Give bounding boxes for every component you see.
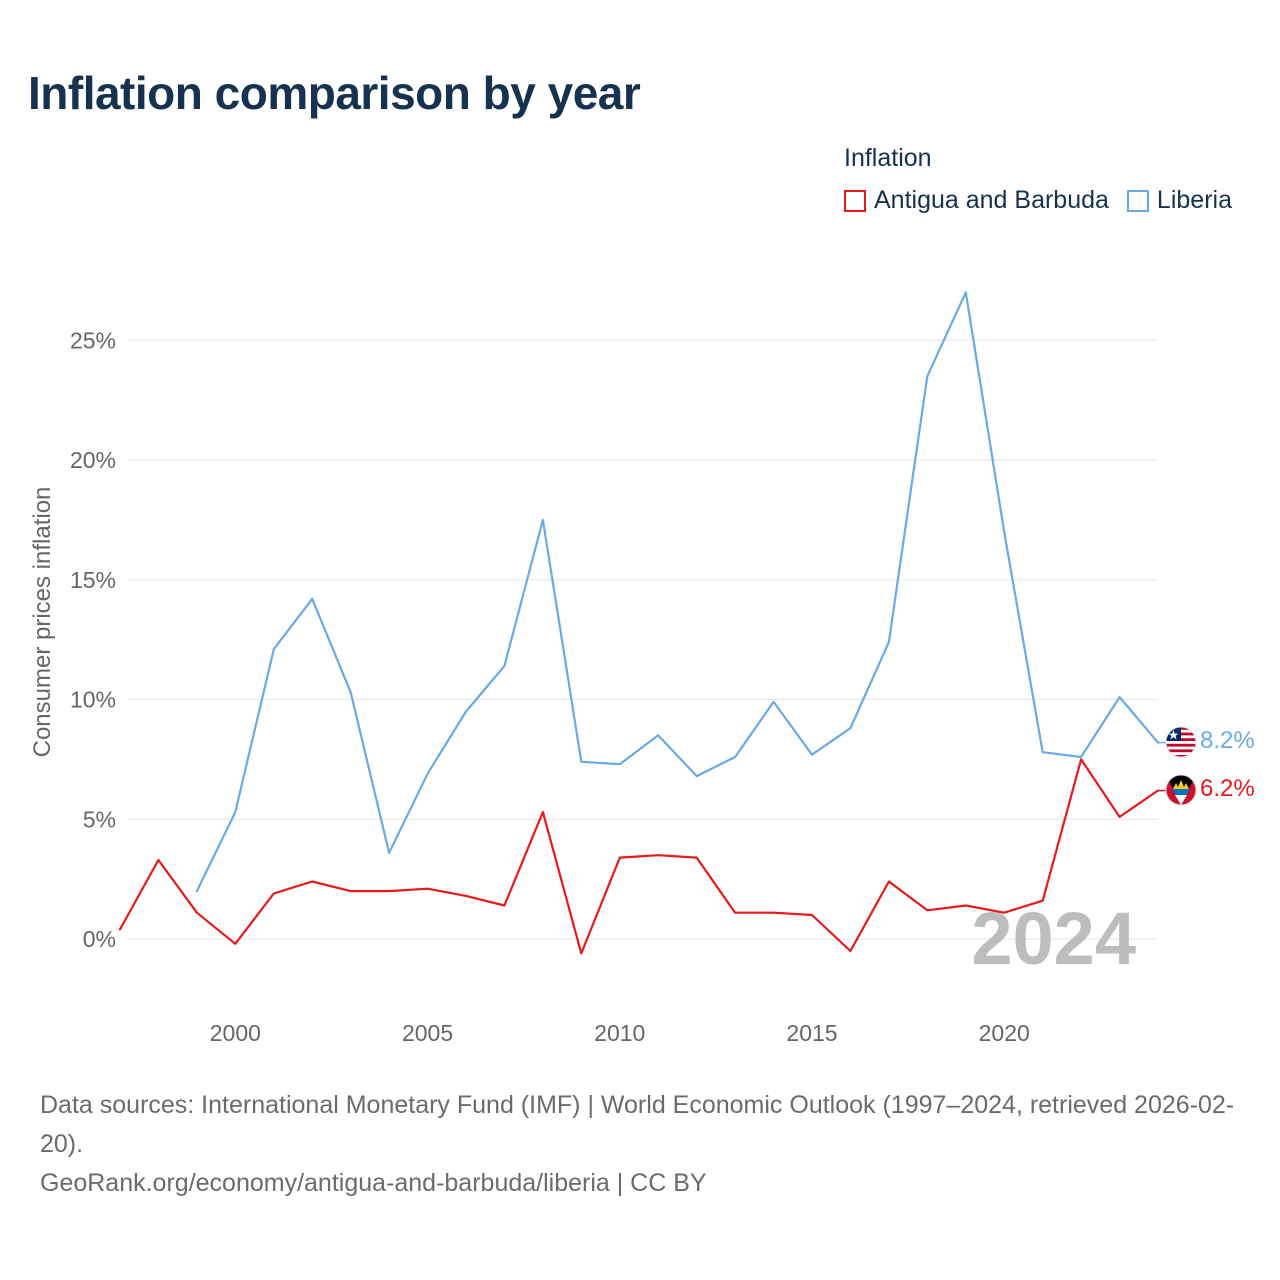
source-url[interactable]: GeoRank.org/economy/antigua-and-barbuda/…: [40, 1169, 707, 1197]
x-tick-label: 2010: [594, 1020, 645, 1046]
legend-label-liberia: Liberia: [1156, 186, 1232, 214]
legend-label-antigua: Antigua and Barbuda: [874, 186, 1109, 214]
y-tick-label: 10%: [70, 687, 116, 713]
gridlines: [128, 339, 1157, 940]
antigua-flag-icon: [1165, 774, 1197, 806]
series-line-liberia[interactable]: [195, 291, 1160, 893]
y-tick-label: 25%: [70, 327, 116, 353]
liberia-end-label: 8.2%: [1200, 727, 1255, 754]
chart-title: Inflation comparison by year: [28, 67, 641, 119]
x-tick-label: 2020: [979, 1020, 1030, 1046]
x-tick-label: 2015: [786, 1020, 837, 1046]
year-watermark: 2024: [971, 897, 1136, 980]
series-line-antigua-and-barbuda[interactable]: [118, 758, 1160, 955]
antigua-end-label: 6.2%: [1200, 775, 1255, 802]
y-tick-label: 0%: [83, 926, 116, 952]
legend: Antigua and Barbuda Liberia: [844, 186, 1232, 215]
legend-swatch-liberia: [1126, 189, 1149, 212]
series-lines: [118, 291, 1166, 955]
x-tick-label: 2005: [402, 1020, 453, 1046]
y-tick-label: 15%: [70, 567, 116, 593]
legend-title: Inflation: [844, 144, 932, 172]
liberia-flag-icon: [1165, 726, 1197, 758]
source-note: Data sources: International Monetary Fun…: [40, 1086, 1250, 1203]
legend-swatch-antigua: [844, 189, 866, 212]
y-axis-ticks: 0% 5% 10% 15% 20% 25%: [70, 327, 116, 952]
source-citation: Data sources: International Monetary Fun…: [40, 1091, 1235, 1158]
x-axis-ticks: 2000 2005 2010 2015 2020: [210, 1020, 1030, 1046]
y-tick-label: 20%: [70, 447, 116, 473]
legend-item-antigua[interactable]: Antigua and Barbuda: [844, 186, 1109, 215]
x-tick-label: 2000: [210, 1020, 261, 1046]
inflation-line-chart: 0% 5% 10% 15% 20% 25% 2000 2005 2010 2015 2020 Co…: [29, 291, 1255, 1046]
y-axis-label: Consumer prices inflation: [29, 487, 56, 758]
legend-item-liberia[interactable]: Liberia: [1126, 186, 1232, 215]
y-tick-label: 5%: [83, 806, 116, 832]
